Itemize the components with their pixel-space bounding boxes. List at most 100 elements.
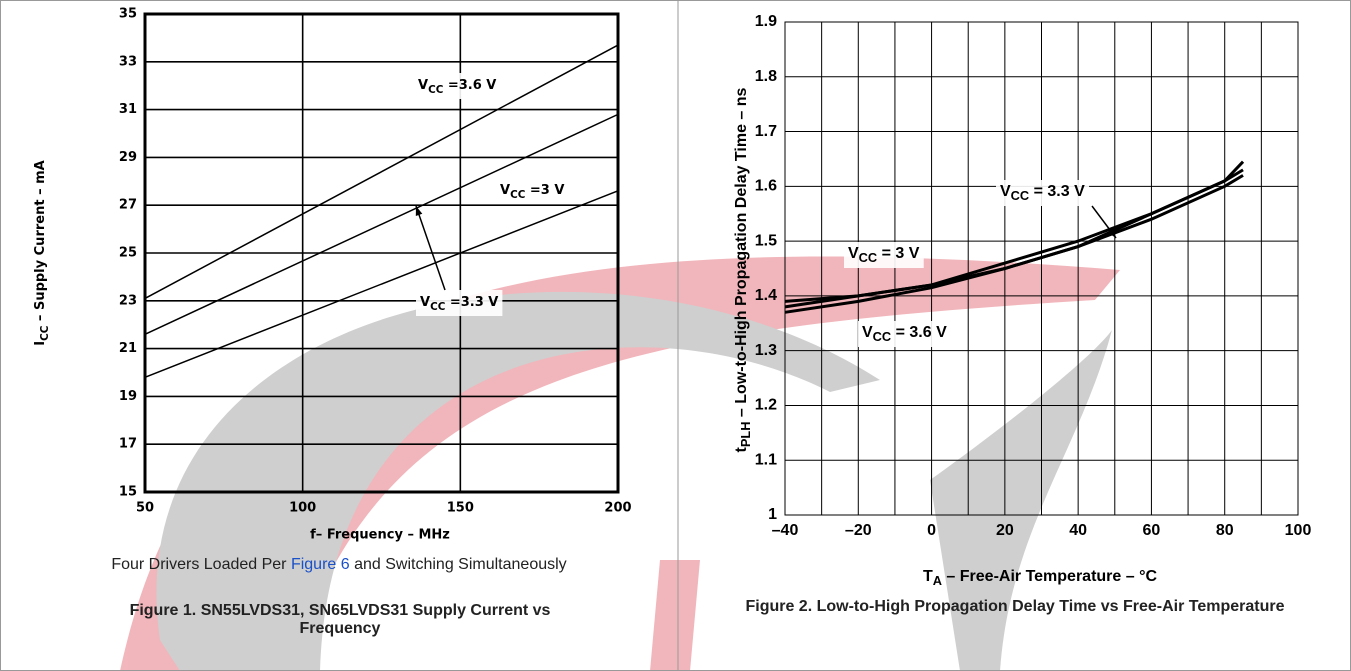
- label-bg: [858, 321, 952, 347]
- label-part: = 3.3 V: [1029, 183, 1085, 200]
- y-tick-label: 21: [119, 341, 137, 356]
- subscript: CC: [39, 326, 51, 341]
- label-part: =3.3 V: [445, 295, 498, 310]
- y-tick-label: 1: [768, 506, 777, 523]
- subscript: CC: [430, 301, 445, 313]
- arrow-head: [415, 206, 423, 216]
- x-axis-label: TA – Free-Air Temperature – °C: [923, 568, 1158, 588]
- x-tick-label: –40: [772, 522, 799, 539]
- label-part: = 3 V: [877, 245, 920, 262]
- subscript: CC: [510, 189, 525, 201]
- label-part: – Low-to-High Propagation Delay Time – n…: [733, 87, 750, 421]
- label-part: V: [500, 183, 510, 198]
- caption: Figure 2. Low-to-High Propagation Delay …: [735, 598, 1295, 616]
- label-part: t: [733, 446, 750, 452]
- y-tick-label: 35: [119, 7, 137, 22]
- arrow: [415, 205, 446, 291]
- y-tick-label: 29: [119, 150, 137, 165]
- y-tick-label: 27: [119, 198, 137, 213]
- watermark: [120, 256, 1120, 671]
- label-part: V: [420, 295, 430, 310]
- x-tick-label: 100: [289, 501, 316, 516]
- y-tick-label: 1.3: [755, 342, 777, 359]
- note: Four Drivers Loaded Per Figure 6 and Swi…: [0, 556, 678, 574]
- x-tick-label: 100: [1285, 522, 1312, 539]
- subscript: CC: [859, 250, 877, 265]
- label-bg: [844, 242, 924, 268]
- series-label: VCC =3.6 V: [418, 78, 496, 97]
- y-tick-label: 1.4: [755, 287, 777, 304]
- watermark-arc: [930, 330, 1112, 671]
- series-line: [144, 190, 619, 378]
- note-text: Four Drivers Loaded Per: [111, 556, 291, 573]
- x-tick-label: 0: [927, 522, 936, 539]
- y-axis-label: ICC – Supply Current – mA: [33, 160, 52, 345]
- label-bg: [496, 178, 569, 204]
- x-axis-label: f– Frequency – MHz: [310, 528, 450, 543]
- label-part: =3 V: [525, 183, 564, 198]
- y-tick-label: 1.7: [755, 123, 777, 140]
- label-part: T: [923, 568, 933, 585]
- label-part: V: [848, 245, 859, 262]
- y-tick-label: 25: [119, 246, 137, 261]
- series-label: VCC = 3.3 V: [1000, 183, 1085, 203]
- note-text: and Switching Simultaneously: [349, 556, 567, 573]
- label-part: =3.6 V: [443, 78, 496, 93]
- label-part: – Free-Air Temperature – °C: [942, 568, 1158, 585]
- y-tick-label: 1.5: [755, 232, 777, 249]
- label-part: V: [418, 78, 428, 93]
- label-part: I: [33, 341, 48, 346]
- y-tick-label: 1.2: [755, 397, 777, 414]
- y-tick-label: 31: [119, 102, 137, 117]
- caption-text: Figure 2. Low-to-High Propagation Delay …: [745, 598, 1285, 615]
- label-bg: [996, 180, 1090, 206]
- chart-2: 1 1.1 1.2 1.3 1.4 1.5 1.6 1.7 1.8 1.9 –40 –20 0 20 40 6…: [733, 13, 1311, 588]
- y-axis-label: tPLH – Low-to-High Propagation Delay Tim…: [733, 87, 753, 452]
- x-tick-label: 20: [996, 522, 1014, 539]
- x-tick-label: –20: [845, 522, 872, 539]
- chart-1: 15 17 19 21 23 25 27 29 31 33 35 50 100 150 200 f– Freq…: [33, 7, 632, 543]
- series-line: [144, 44, 619, 300]
- x-tick-label: 150: [447, 501, 474, 516]
- series-label: VCC = 3.6 V: [862, 324, 947, 344]
- caption-text: Figure 1. SN55LVDS31, SN65LVDS31 Supply …: [129, 602, 551, 637]
- caption: Figure 1. SN55LVDS31, SN65LVDS31 Supply …: [110, 602, 570, 638]
- label-part: – Supply Current – mA: [33, 160, 48, 325]
- series-label: VCC =3 V: [500, 183, 564, 202]
- y-tick-label: 33: [119, 54, 137, 69]
- y-tick-label: 1.6: [755, 178, 777, 195]
- x-tick-label: 200: [604, 501, 631, 516]
- y-tick-label: 1.1: [755, 451, 777, 468]
- label-part: V: [1000, 183, 1011, 200]
- y-tick-label: 15: [119, 485, 137, 500]
- x-tick-label: 80: [1216, 522, 1234, 539]
- link[interactable]: Figure 6: [290, 556, 350, 573]
- y-tick-label: 1.9: [755, 13, 777, 30]
- label-bg: [416, 290, 503, 316]
- subscript: A: [933, 573, 942, 588]
- watermark-arc: [650, 560, 700, 671]
- subscript: PLH: [738, 422, 753, 448]
- subscript: CC: [428, 84, 443, 96]
- y-tick-label: 1.8: [755, 68, 777, 85]
- x-tick-label: 40: [1069, 522, 1087, 539]
- plot-frame: [784, 21, 1299, 516]
- x-tick-label: 50: [136, 501, 154, 516]
- y-tick-label: 17: [119, 437, 137, 452]
- series-line: [784, 160, 1245, 314]
- label-bg: [414, 73, 501, 99]
- series-label: VCC = 3 V: [848, 245, 920, 265]
- series-line: [144, 113, 619, 335]
- x-tick-label: 60: [1143, 522, 1161, 539]
- watermark-arc: [156, 291, 880, 671]
- watermark-arc: [120, 256, 1120, 671]
- label-part: = 3.6 V: [891, 324, 947, 341]
- y-tick-label: 19: [119, 389, 137, 404]
- label-part: V: [862, 324, 873, 341]
- subscript: CC: [1011, 188, 1029, 203]
- y-tick-label: 23: [119, 293, 137, 308]
- plot-frame: [143, 12, 620, 494]
- subscript: CC: [873, 329, 891, 344]
